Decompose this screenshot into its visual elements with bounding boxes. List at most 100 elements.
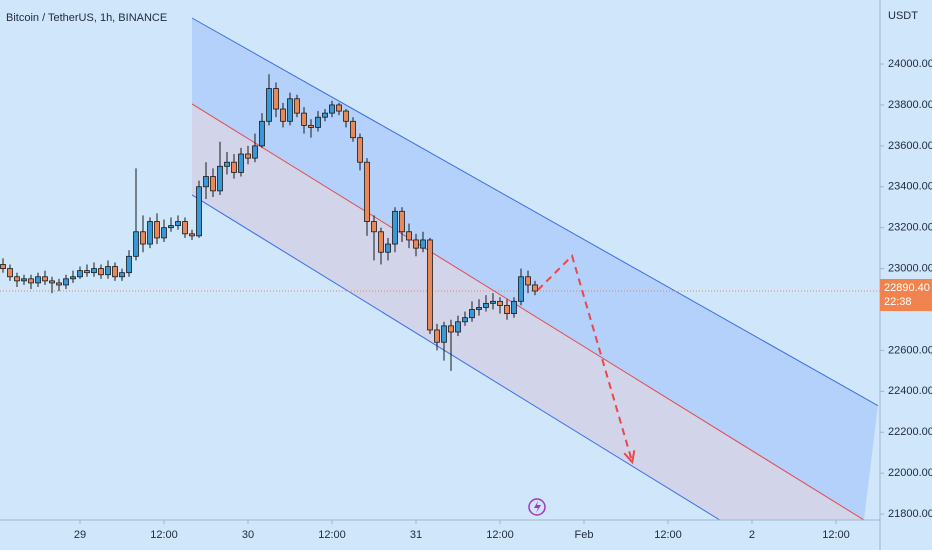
- x-tick-label: 12:00: [654, 529, 682, 541]
- candle-body: [343, 110, 349, 122]
- projection-arrowhead: [623, 450, 636, 465]
- y-tick-label: 23600.00: [888, 140, 932, 152]
- candle-body: [154, 221, 160, 239]
- candle-body: [462, 317, 468, 323]
- channel-upper-band: [192, 18, 878, 520]
- x-tick-label: 12:00: [318, 529, 346, 541]
- projection-path: [537, 254, 634, 463]
- last-price-badge: [880, 279, 932, 312]
- candle-body: [315, 116, 321, 128]
- candle-body: [364, 161, 370, 222]
- channel-line: [191, 103, 865, 520]
- candle-body: [112, 266, 118, 278]
- last-price-label: 22890.40: [884, 282, 930, 294]
- candle-body: [245, 153, 251, 159]
- candle-body: [483, 302, 489, 308]
- candle-body: [273, 88, 279, 110]
- x-tick-label: 29: [74, 529, 86, 541]
- candle-body: [294, 98, 300, 114]
- x-tick-label: 12:00: [486, 529, 514, 541]
- candle-body: [427, 239, 433, 331]
- y-tick-label: 24000.00: [888, 58, 932, 70]
- candle-body: [525, 276, 531, 286]
- candle-body: [238, 153, 244, 173]
- y-tick-label: 23800.00: [888, 99, 932, 111]
- plot-area: [0, 17, 880, 520]
- candle-body: [399, 210, 405, 233]
- candle-body: [147, 221, 153, 245]
- candle-body: [42, 276, 48, 282]
- candle-body: [28, 278, 34, 284]
- candle-body: [14, 276, 20, 282]
- x-tick-label: 31: [410, 529, 422, 541]
- candle-body: [448, 325, 454, 333]
- candle-body: [133, 231, 139, 257]
- candle-body: [224, 161, 230, 167]
- candle-body: [336, 104, 342, 112]
- candle-body: [490, 300, 496, 304]
- candle-body: [119, 272, 125, 278]
- y-tick-label: 22400.00: [888, 385, 932, 397]
- candle-body: [231, 161, 237, 173]
- x-tick-label: 2: [749, 529, 755, 541]
- chart-title: Bitcoin / TetherUS, 1h, BINANCE: [6, 12, 167, 24]
- candle-body: [413, 239, 419, 249]
- channel-line: [191, 194, 721, 520]
- candle-body: [532, 284, 538, 292]
- candle-body: [182, 221, 188, 235]
- y-tick-label: 22600.00: [888, 344, 932, 356]
- candle-body: [357, 137, 363, 163]
- candle-body: [322, 112, 328, 118]
- candle-body: [371, 221, 377, 233]
- candle-body: [434, 329, 440, 343]
- candle-body: [259, 120, 265, 147]
- candle-body: [378, 231, 384, 253]
- candle-body: [441, 325, 447, 343]
- x-tick-label: 12:00: [822, 529, 850, 541]
- candle-body: [63, 278, 69, 286]
- candle-body: [301, 112, 307, 126]
- candle-body: [217, 165, 223, 192]
- candle-body: [49, 280, 55, 284]
- y-tick-label: 22200.00: [888, 426, 932, 438]
- candle-body: [476, 307, 482, 310]
- candle-body: [266, 88, 272, 122]
- candle-body: [308, 124, 314, 128]
- channel-line: [191, 17, 879, 407]
- candle-body: [518, 276, 524, 302]
- candle-body: [168, 225, 174, 229]
- candle-body: [280, 108, 286, 122]
- candle-body: [329, 104, 335, 114]
- candle-body: [392, 210, 398, 245]
- candle-body: [189, 233, 195, 237]
- candle-body: [126, 255, 132, 274]
- candle-body: [385, 243, 391, 253]
- candle-body: [350, 120, 356, 139]
- candle-body: [84, 270, 90, 274]
- event-icon[interactable]: [528, 498, 546, 516]
- candle-body: [196, 186, 202, 237]
- candle-body: [175, 221, 181, 227]
- candle-body: [21, 278, 27, 282]
- candle-body: [140, 231, 146, 245]
- candle-body: [469, 309, 475, 319]
- candle-body: [511, 300, 517, 314]
- countdown-label: 22:38: [884, 296, 912, 308]
- y-tick-label: 21800.00: [888, 508, 932, 520]
- candle-body: [406, 231, 412, 241]
- candle-body: [105, 266, 111, 276]
- candle-body: [35, 276, 41, 284]
- candle-body: [98, 268, 104, 276]
- candle-body: [210, 176, 216, 192]
- x-tick-label: 30: [242, 529, 254, 541]
- candle-body: [70, 276, 76, 280]
- x-tick-label: Feb: [574, 529, 593, 541]
- candle-body: [497, 300, 503, 306]
- y-tick-label: 23000.00: [888, 262, 932, 274]
- y-tick-label: 22000.00: [888, 467, 932, 479]
- candle-body: [91, 268, 97, 274]
- candle-body: [455, 321, 461, 333]
- candle-body: [0, 264, 6, 269]
